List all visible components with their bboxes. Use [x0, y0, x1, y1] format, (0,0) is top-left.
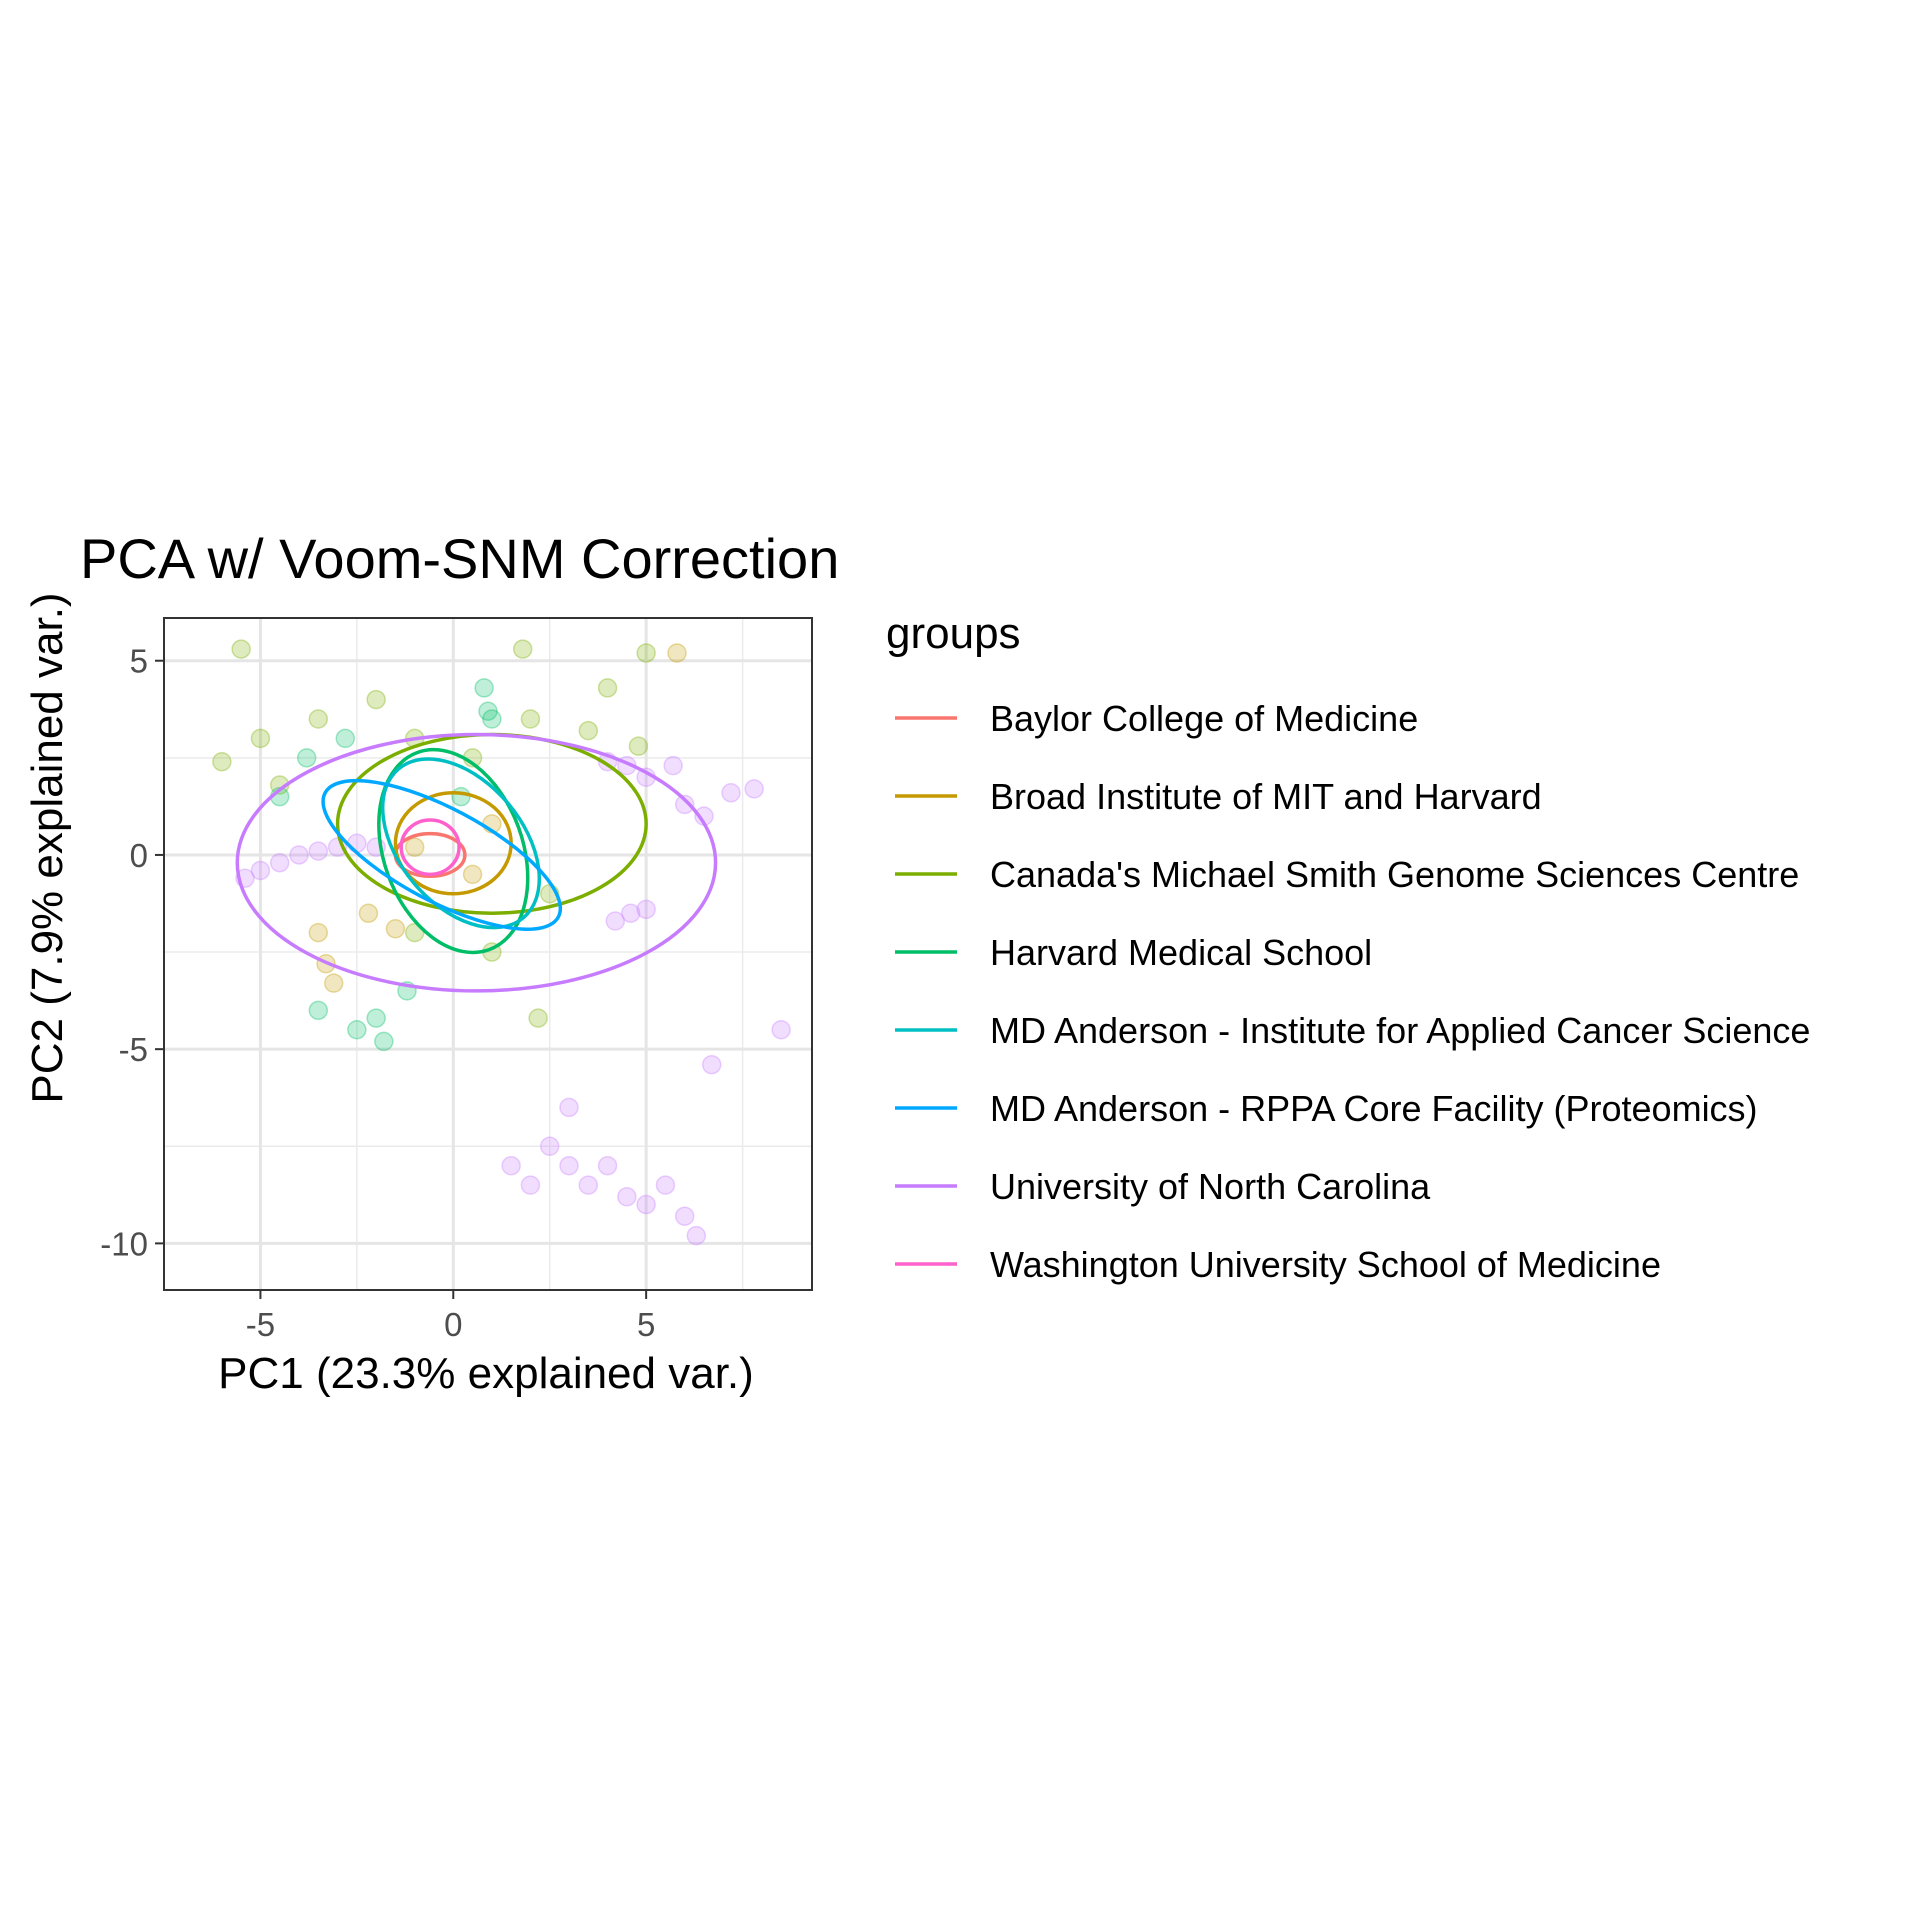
scatter-point [636, 899, 656, 920]
scatter-point [385, 919, 406, 939]
legend-label: Washington University School of Medicine [990, 1244, 1661, 1285]
scatter-point [308, 841, 329, 861]
scatter-point [539, 1136, 560, 1157]
scatter-point [474, 678, 494, 698]
scatter-point [605, 911, 626, 931]
scatter-point [335, 728, 356, 749]
legend-label: Broad Institute of MIT and Harvard [990, 776, 1542, 817]
scatter-point [308, 709, 329, 729]
scatter-point [674, 1206, 695, 1226]
scatter-point [559, 1155, 579, 1176]
scatter-point [269, 852, 290, 873]
group-ellipse [380, 757, 542, 930]
group-ellipse [235, 732, 718, 993]
scatter-point [559, 1097, 579, 1118]
scatter-point [374, 1031, 394, 1052]
y-axis-title: PC2 (7.9% explained var.) [23, 592, 72, 1103]
x-tick-label: 5 [637, 1306, 655, 1343]
scatter-point [231, 639, 251, 659]
scatter-point [482, 709, 502, 729]
scatter-point [578, 1175, 599, 1195]
scatter-point [771, 1019, 791, 1040]
scatter-point [478, 701, 498, 721]
legend-label: Harvard Medical School [990, 932, 1372, 973]
scatter-point [296, 748, 317, 768]
scatter-point [636, 1194, 656, 1215]
y-tick-label: 0 [130, 837, 148, 874]
legend-label: Baylor College of Medicine [990, 698, 1418, 739]
scatter-point [212, 751, 232, 772]
scatter-point [358, 903, 379, 923]
scatter-point [366, 689, 386, 710]
scatter-point [347, 1019, 367, 1040]
x-tick-label: 0 [444, 1306, 462, 1343]
panel-background [164, 618, 812, 1290]
legend-label: University of North Carolina [990, 1166, 1431, 1207]
scatter-point [520, 1175, 541, 1195]
chart-title: PCA w/ Voom-SNM Correction [80, 527, 839, 590]
scatter-point [597, 1155, 618, 1176]
data-layer [212, 639, 791, 1246]
scatter-point [636, 643, 656, 663]
y-tick-label: -10 [100, 1225, 148, 1262]
scatter-point [663, 755, 683, 776]
scatter-point [744, 779, 764, 799]
y-tick-label: -5 [119, 1031, 148, 1068]
scatter-point [686, 1225, 707, 1246]
scatter-point [347, 833, 367, 854]
scatter-point [520, 709, 541, 729]
x-tick-label: -5 [246, 1306, 275, 1343]
scatter-point [323, 973, 344, 993]
scatter-point [308, 922, 329, 943]
scatter-point [512, 639, 533, 659]
scatter-point [628, 736, 649, 756]
scatter-point [721, 783, 741, 803]
scatter-point [308, 1000, 329, 1021]
scatter-point [597, 678, 618, 698]
scatter-point [462, 864, 483, 885]
legend: groups Baylor College of Medicine Broad I… [886, 609, 1810, 1285]
scatter-point [289, 845, 309, 865]
scatter-point [366, 1008, 386, 1028]
scatter-point [617, 1187, 637, 1207]
group-ellipse [321, 778, 563, 931]
panel-border [163, 617, 813, 1291]
scatter-point [655, 1175, 676, 1195]
scatter-point [701, 1054, 722, 1075]
scatter-point [528, 1008, 548, 1028]
scatter-point [250, 728, 271, 749]
scatter-point [404, 837, 425, 857]
scatter-point [501, 1155, 521, 1176]
scatter-point [674, 794, 695, 815]
scatter-point [667, 643, 687, 663]
scatter-point [250, 860, 271, 881]
plot-area: -5 0 5 5 0 -5 -10 [100, 617, 813, 1343]
legend-label: MD Anderson - RPPA Core Facility (Proteo… [990, 1088, 1758, 1129]
scatter-point [578, 720, 599, 741]
scatter-point [620, 903, 641, 923]
legend-label: MD Anderson - Institute for Applied Canc… [990, 1010, 1810, 1051]
group-ellipse [399, 818, 461, 877]
legend-title: groups [886, 609, 1021, 658]
y-tick-label: 5 [130, 643, 148, 680]
legend-label: Canada's Michael Smith Genome Sciences C… [990, 854, 1799, 895]
scatter-point [451, 786, 471, 807]
x-axis-title: PC1 (23.3% explained var.) [218, 1349, 754, 1398]
